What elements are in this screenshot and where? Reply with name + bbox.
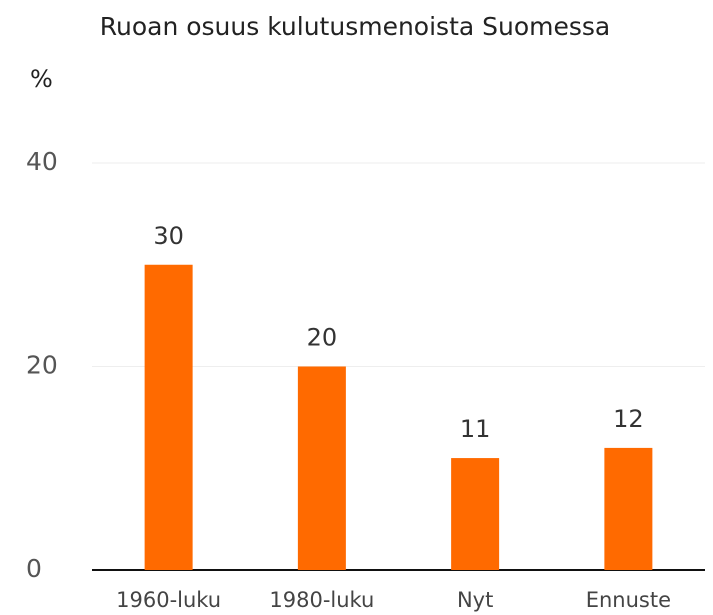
bar bbox=[144, 264, 193, 570]
bar bbox=[297, 366, 346, 570]
y-axis-label: % bbox=[30, 65, 53, 93]
y-tick-label: 20 bbox=[26, 351, 58, 380]
data-label: 20 bbox=[307, 324, 338, 352]
data-label: 12 bbox=[613, 405, 644, 433]
chart-title: Ruoan osuus kulutusmenoista Suomessa bbox=[100, 12, 611, 41]
bar bbox=[451, 458, 500, 570]
y-tick-label: 40 bbox=[26, 147, 58, 176]
x-tick-label: 1960-luku bbox=[116, 588, 221, 612]
x-tick-label: Nyt bbox=[457, 588, 493, 612]
data-label: 11 bbox=[460, 415, 491, 443]
data-label: 30 bbox=[153, 222, 184, 250]
bar bbox=[604, 447, 653, 570]
y-tick-label: 0 bbox=[26, 554, 42, 583]
x-tick-label: 1980-luku bbox=[269, 588, 374, 612]
x-tick-label: Ennuste bbox=[586, 588, 671, 612]
